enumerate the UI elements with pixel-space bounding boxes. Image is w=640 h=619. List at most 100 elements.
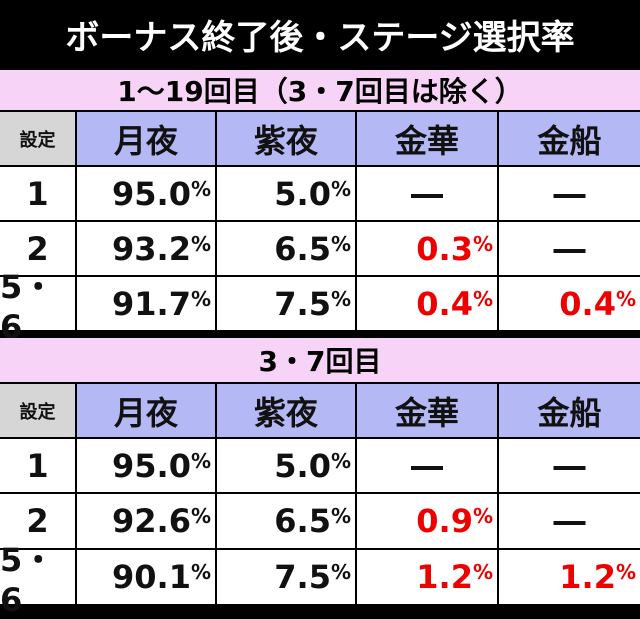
cell-unit: % bbox=[190, 560, 211, 584]
table-cell: 5.0% bbox=[217, 439, 355, 492]
table-caption: 3・7回目 bbox=[0, 338, 640, 382]
cell-text: 92.6% bbox=[112, 502, 211, 540]
cell-text: ― bbox=[553, 502, 586, 540]
page-title: ボーナス終了後・ステージ選択率 bbox=[65, 17, 575, 58]
cell-text: 93.2% bbox=[112, 230, 211, 268]
cell-unit: % bbox=[615, 286, 636, 311]
table-cell: 1.2% bbox=[357, 550, 497, 604]
cell-text: 5.0% bbox=[274, 175, 351, 213]
cell-number: 6.5 bbox=[274, 502, 331, 540]
cell-number: 95.0 bbox=[112, 174, 191, 213]
cell-text: ― bbox=[553, 229, 586, 268]
table-cell: 1.2% bbox=[499, 550, 640, 604]
table-cell: 91.7% bbox=[77, 277, 215, 330]
cell-text: 7.5% bbox=[274, 285, 351, 323]
table-cell: 95.0% bbox=[77, 167, 215, 220]
cell-unit: % bbox=[472, 504, 493, 528]
table-row: 5・6 91.7% 7.5% 0.4% 0.4% bbox=[0, 268, 640, 346]
table-row: 5・6 90.1% 7.5% 1.2% 1.2% bbox=[0, 541, 640, 619]
cell-text: 2 bbox=[26, 229, 49, 268]
header-cell: 月夜 bbox=[77, 384, 215, 437]
cell-number: 90.1 bbox=[112, 558, 191, 596]
table-cell: 0.3% bbox=[357, 222, 497, 275]
table-cell: 0.4% bbox=[499, 277, 640, 330]
cell-unit: % bbox=[330, 176, 351, 201]
cell-number: 0.4 bbox=[416, 284, 473, 323]
table-cell: ― bbox=[499, 222, 640, 275]
cell-text: 90.1% bbox=[112, 558, 211, 596]
cell-unit: % bbox=[190, 286, 211, 311]
table-cell: ― bbox=[499, 494, 640, 548]
table-cell: 90.1% bbox=[77, 550, 215, 604]
table-cell: 5・6 bbox=[0, 541, 75, 619]
cell-unit: % bbox=[330, 286, 351, 311]
cell-number: 7.5 bbox=[274, 284, 331, 323]
table-cell: 7.5% bbox=[217, 550, 355, 604]
cell-number: 0.4 bbox=[559, 284, 616, 323]
header-cell: 金船 bbox=[499, 384, 640, 437]
table-cell: 5.0% bbox=[217, 167, 355, 220]
cell-number: 0.9 bbox=[416, 502, 473, 540]
cell-text: 1.2% bbox=[416, 558, 493, 596]
cell-number: 5.0 bbox=[274, 174, 331, 213]
table-cell: 0.4% bbox=[357, 277, 497, 330]
cell-unit: % bbox=[472, 560, 493, 584]
table-cell: 92.6% bbox=[77, 494, 215, 548]
cell-text: 91.7% bbox=[112, 285, 211, 323]
header-cell: 金船 bbox=[499, 112, 640, 165]
cell-number: 1.2 bbox=[559, 558, 616, 596]
header-row: 設定 月夜 紫夜 金華 金船 bbox=[0, 384, 640, 437]
cell-text: 2 bbox=[26, 502, 49, 540]
cell-text: 0.9% bbox=[416, 502, 493, 540]
table-row: 2 92.6% 6.5% 0.9% ― bbox=[0, 494, 640, 548]
cell-unit: % bbox=[472, 286, 493, 311]
cell-number: 7.5 bbox=[274, 558, 331, 596]
cell-text: ― bbox=[553, 446, 586, 485]
cell-number: 0.3 bbox=[416, 229, 473, 268]
cell-text: 0.3% bbox=[416, 230, 493, 268]
header-cell: 月夜 bbox=[77, 112, 215, 165]
cell-number: 6.5 bbox=[274, 229, 331, 268]
header-cell: 設定 bbox=[0, 384, 75, 437]
table-caption: 1〜19回目（3・7回目は除く） bbox=[0, 70, 640, 110]
tables: 1〜19回目（3・7回目は除く） 設定 月夜 紫夜 金華 金船 1 95.0% 5.0% ― ― 2 9… bbox=[0, 70, 640, 619]
table-cell: 7.5% bbox=[217, 277, 355, 330]
cell-text: ― bbox=[411, 446, 443, 485]
header-cell: 紫夜 bbox=[217, 112, 355, 165]
table-cell: 1 bbox=[0, 439, 75, 492]
cell-text: 0.4% bbox=[559, 285, 636, 323]
table-cell: 0.9% bbox=[357, 494, 497, 548]
cell-unit: % bbox=[190, 448, 211, 473]
header-cell: 金華 bbox=[357, 384, 497, 437]
table-cell: 93.2% bbox=[77, 222, 215, 275]
cell-unit: % bbox=[330, 231, 351, 256]
table: 3・7回目 設定 月夜 紫夜 金華 金船 1 95.0% 5.0% ― ― 2 92.6% 6.5% 0.9… bbox=[0, 338, 640, 619]
cell-text: ― bbox=[553, 174, 586, 213]
cell-text: ― bbox=[411, 174, 443, 213]
table-row: 1 95.0% 5.0% ― ― bbox=[0, 439, 640, 492]
cell-text: 6.5% bbox=[274, 230, 351, 268]
cell-text: 6.5% bbox=[274, 502, 351, 540]
table-cell: 1 bbox=[0, 167, 75, 220]
table-row: 1 95.0% 5.0% ― ― bbox=[0, 167, 640, 220]
cell-number: 92.6 bbox=[112, 502, 191, 540]
table-cell: 2 bbox=[0, 494, 75, 548]
table-cell: 5・6 bbox=[0, 268, 75, 346]
cell-unit: % bbox=[615, 560, 636, 584]
table-row: 2 93.2% 6.5% 0.3% ― bbox=[0, 222, 640, 275]
header-row: 設定 月夜 紫夜 金華 金船 bbox=[0, 112, 640, 165]
table-cell: ― bbox=[357, 439, 497, 492]
table-cell: ― bbox=[499, 167, 640, 220]
table-cell: 6.5% bbox=[217, 222, 355, 275]
cell-number: 1.2 bbox=[416, 558, 473, 596]
table-cell: 6.5% bbox=[217, 494, 355, 548]
cell-number: 93.2 bbox=[112, 229, 191, 268]
header-cell: 紫夜 bbox=[217, 384, 355, 437]
cell-text: 7.5% bbox=[274, 558, 351, 596]
cell-unit: % bbox=[330, 448, 351, 473]
cell-unit: % bbox=[330, 504, 351, 528]
cell-text: 95.0% bbox=[112, 175, 211, 213]
table-cell: 2 bbox=[0, 222, 75, 275]
cell-unit: % bbox=[190, 176, 211, 201]
